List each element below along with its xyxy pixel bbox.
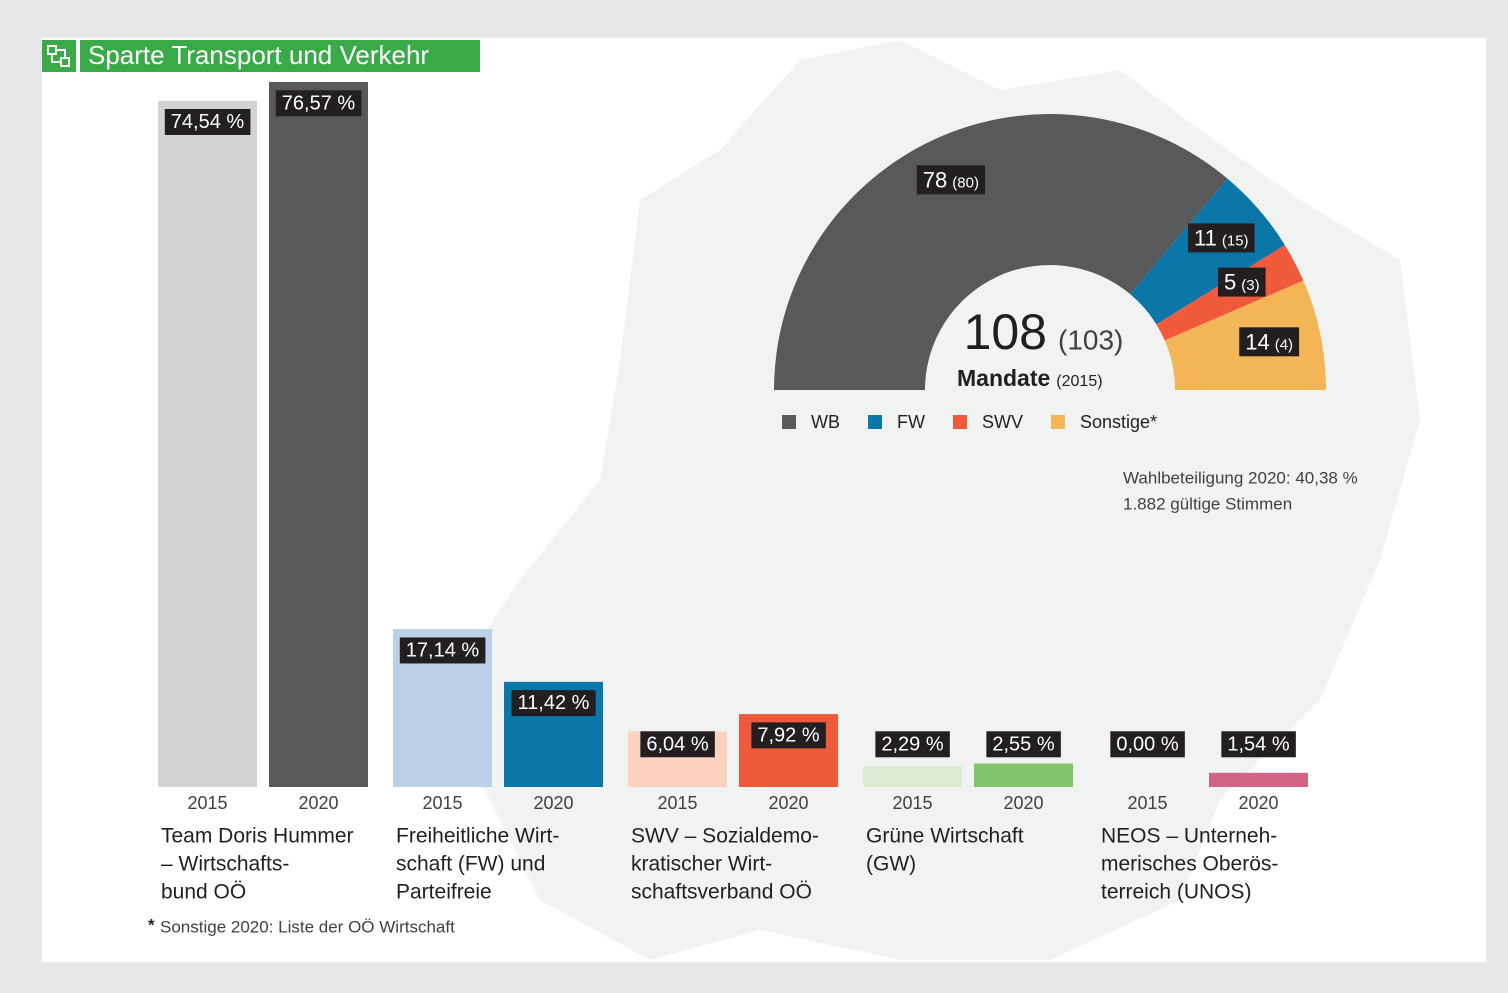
- label-box: [986, 731, 1061, 758]
- caption: Mandate: [957, 365, 1050, 391]
- bar: [158, 100, 257, 788]
- year-label: 2020: [533, 793, 573, 813]
- category-label: terreich (UNOS): [1101, 881, 1252, 904]
- year-label: 2020: [768, 793, 808, 813]
- category-label: – Wirtschafts-: [161, 853, 289, 876]
- year-label: 2015: [657, 793, 697, 813]
- category-label: bund OÖ: [161, 881, 246, 904]
- label-box: [511, 690, 596, 717]
- category-label: SWV – Sozialdemo-: [631, 825, 819, 848]
- category-label: Freiheitliche Wirt-: [396, 825, 559, 848]
- segment-value-2015: (3): [1241, 277, 1259, 294]
- bar-value-label: 2,29 %: [881, 733, 943, 755]
- label-box: [275, 90, 362, 117]
- year-label: 2015: [187, 793, 227, 813]
- bar-value-label: 76,57 %: [282, 92, 356, 114]
- bar-value-label: 6,04 %: [646, 733, 708, 755]
- segment-value-2015: (80): [952, 175, 979, 192]
- note: Wahlbeteiligung 2020: 40,38 %: [1123, 468, 1358, 487]
- label-box: [1218, 267, 1266, 297]
- category-label: merisches Oberös-: [1101, 853, 1278, 876]
- label-box: [640, 731, 715, 758]
- label-box: [751, 722, 826, 749]
- year-label: 2020: [1238, 793, 1278, 813]
- label-box: [164, 108, 251, 135]
- segment-value-2015: (15): [1222, 233, 1249, 250]
- segment-value-2015: (4): [1275, 336, 1293, 353]
- legend-swatch: [868, 415, 882, 429]
- label-box: [1110, 731, 1185, 758]
- bar-value-label: 7,92 %: [757, 724, 819, 746]
- label-box: [1221, 731, 1296, 758]
- segment-value: 78: [923, 167, 947, 192]
- caption-sub: (2015): [1056, 373, 1102, 390]
- category-label: Team Doris Hummer: [161, 825, 354, 848]
- label-box: [875, 731, 950, 758]
- label-box: [916, 165, 985, 195]
- title-icon: [47, 45, 70, 67]
- title-icon-box: [42, 40, 76, 72]
- bar: [1209, 772, 1308, 787]
- bar-value-label: 0,00 %: [1116, 733, 1178, 755]
- donut-segment: [774, 114, 1228, 390]
- title: Sparte Transport und Verkehr: [88, 40, 429, 70]
- legend-label: WB: [811, 412, 840, 432]
- legend-swatch: [782, 415, 796, 429]
- segment-value: 5: [1224, 270, 1236, 295]
- note: 1.882 gültige Stimmen: [1123, 494, 1292, 513]
- category-label: schaft (FW) und: [396, 853, 545, 876]
- legend-label: FW: [897, 412, 925, 432]
- bar: [269, 82, 368, 787]
- bar: [863, 765, 962, 787]
- category-label: (GW): [866, 853, 916, 876]
- category-label: kratischer Wirt-: [631, 853, 772, 876]
- label-box: [1188, 223, 1255, 253]
- bar-value-label: 17,14 %: [406, 639, 480, 661]
- label-box: [1239, 327, 1300, 357]
- title-box: [80, 40, 480, 72]
- year-label: 2020: [298, 793, 338, 813]
- legend-label: SWV: [982, 412, 1023, 432]
- legend-swatch: [1051, 415, 1066, 429]
- bar-value-label: 74,54 %: [171, 111, 245, 133]
- footnote-marker: *: [148, 915, 155, 934]
- bar-value-label: 2,55 %: [992, 733, 1054, 755]
- year-label: 2015: [892, 793, 932, 813]
- label-box: [399, 637, 486, 664]
- segment-value: 11: [1194, 225, 1217, 250]
- year-label: 2015: [422, 793, 462, 813]
- category-label: NEOS – Unterneh-: [1101, 825, 1277, 848]
- bar: [974, 763, 1073, 787]
- legend-swatch: [952, 415, 967, 429]
- category-label: schaftsverband OÖ: [631, 881, 812, 904]
- bar-value-label: 11,42 %: [518, 692, 590, 714]
- category-label: Parteifreie: [396, 881, 492, 904]
- footnote: Sonstige 2020: Liste der OÖ Wirtschaft: [160, 917, 455, 936]
- year-label: 2015: [1127, 793, 1167, 813]
- total-2015: (103): [1058, 324, 1123, 355]
- legend-label: Sonstige*: [1080, 412, 1157, 432]
- year-label: 2020: [1003, 793, 1043, 813]
- total: 108: [964, 304, 1047, 360]
- bar-value-label: 1,54 %: [1227, 733, 1289, 755]
- segment-value: 14: [1245, 329, 1269, 354]
- category-label: Grüne Wirtschaft: [866, 825, 1024, 848]
